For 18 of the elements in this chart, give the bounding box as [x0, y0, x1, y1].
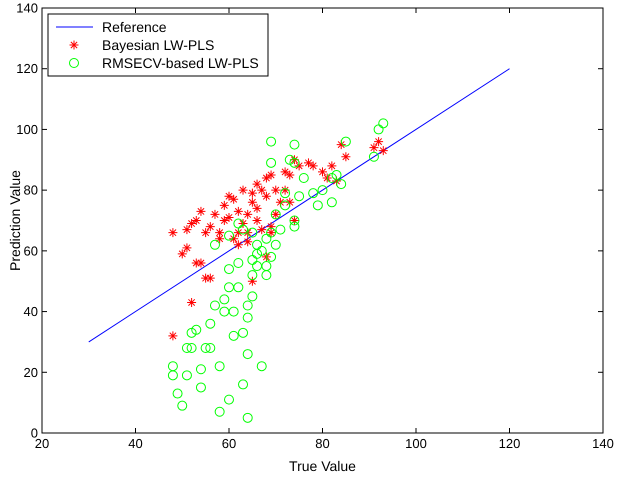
- y-axis-title: Prediction Value: [7, 170, 23, 271]
- legend-label: Reference: [102, 19, 167, 35]
- y-tick-label: 140: [16, 0, 38, 16]
- y-tick-label: 100: [16, 122, 38, 137]
- x-axis-title: True Value: [289, 458, 356, 474]
- x-tick-label: 40: [128, 436, 143, 451]
- x-tick-label: 100: [405, 436, 427, 451]
- y-tick-label: 80: [24, 182, 38, 198]
- x-tick-label: 60: [222, 436, 236, 451]
- x-tick-label: 140: [592, 436, 614, 451]
- x-tick-label: 120: [498, 436, 520, 451]
- y-tick-label: 120: [16, 61, 38, 76]
- x-tick-label: 80: [315, 436, 330, 451]
- legend-label: RMSECV-based LW-PLS: [102, 55, 259, 71]
- legend-label: Bayesian LW-PLS: [102, 37, 214, 53]
- y-tick-label: 20: [24, 364, 38, 380]
- y-tick-label: 60: [24, 243, 38, 258]
- y-tick-label: 40: [24, 304, 38, 320]
